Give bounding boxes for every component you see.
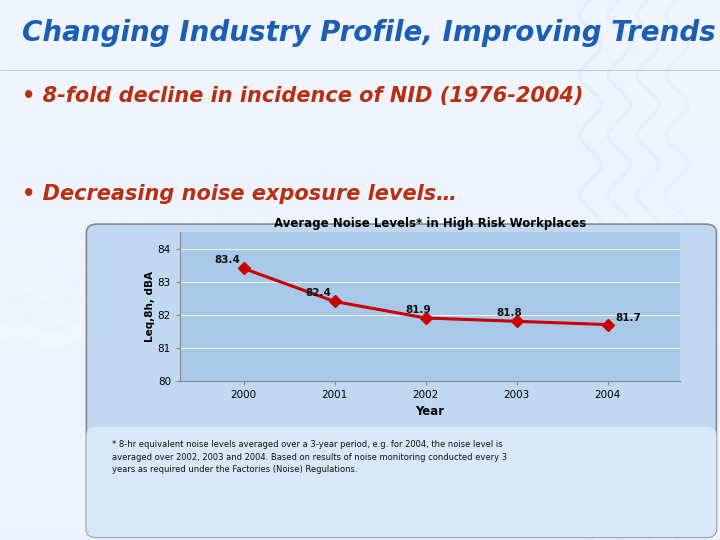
FancyBboxPatch shape — [86, 224, 716, 537]
Text: 81.8: 81.8 — [497, 308, 523, 318]
Text: 82.4: 82.4 — [305, 288, 331, 298]
Text: 81.7: 81.7 — [615, 313, 641, 322]
Text: • Decreasing noise exposure levels…: • Decreasing noise exposure levels… — [22, 184, 456, 204]
Title: Average Noise Levels* in High Risk Workplaces: Average Noise Levels* in High Risk Workp… — [274, 217, 586, 230]
Text: Changing Industry Profile, Improving Trends: Changing Industry Profile, Improving Tre… — [22, 19, 716, 47]
X-axis label: Year: Year — [415, 406, 445, 419]
Text: • 8-fold decline in incidence of NID (1976-2004): • 8-fold decline in incidence of NID (19… — [22, 86, 583, 106]
Text: 83.4: 83.4 — [215, 255, 240, 265]
Text: 81.9: 81.9 — [405, 305, 431, 315]
FancyBboxPatch shape — [86, 427, 716, 537]
Text: * 8-hr equivalent noise levels averaged over a 3-year period, e.g. for 2004, the: * 8-hr equivalent noise levels averaged … — [112, 440, 507, 474]
Y-axis label: Leq,8h, dBA: Leq,8h, dBA — [145, 271, 155, 342]
